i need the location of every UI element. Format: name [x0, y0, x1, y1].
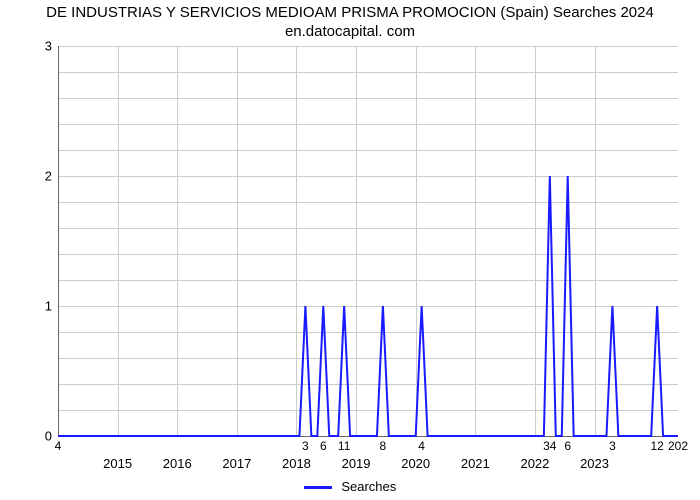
point-label: 4 — [418, 439, 425, 453]
point-label: 34 — [543, 439, 556, 453]
point-label: 202 — [668, 439, 688, 453]
point-label: 8 — [380, 439, 387, 453]
chart-title: DE INDUSTRIAS Y SERVICIOS MEDIOAM PRISMA… — [0, 4, 700, 42]
x-tick-label: 2018 — [282, 456, 311, 471]
point-label: 3 — [302, 439, 309, 453]
point-label: 6 — [320, 439, 327, 453]
y-tick-label: 0 — [45, 429, 52, 444]
x-tick-label: 2020 — [401, 456, 430, 471]
legend-label: Searches — [341, 479, 396, 494]
series-line — [58, 46, 678, 436]
y-tick-label: 2 — [45, 169, 52, 184]
y-tick-label: 3 — [45, 39, 52, 54]
x-tick-label: 2023 — [580, 456, 609, 471]
legend: Searches — [0, 479, 700, 494]
plot-area: 0123 20152016201720182019202020212022202… — [58, 46, 678, 436]
legend-swatch — [304, 486, 332, 489]
x-tick-label: 2021 — [461, 456, 490, 471]
chart-container: DE INDUSTRIAS Y SERVICIOS MEDIOAM PRISMA… — [0, 0, 700, 500]
x-tick-label: 2017 — [222, 456, 251, 471]
y-tick-label: 1 — [45, 299, 52, 314]
x-tick-label: 2019 — [342, 456, 371, 471]
x-tick-label: 2015 — [103, 456, 132, 471]
point-label: 11 — [338, 439, 350, 453]
point-label: 6 — [564, 439, 571, 453]
x-tick-label: 2016 — [163, 456, 192, 471]
point-label: 4 — [55, 439, 62, 453]
point-label: 3 — [609, 439, 616, 453]
x-tick-label: 2022 — [520, 456, 549, 471]
point-label: 12 — [650, 439, 663, 453]
